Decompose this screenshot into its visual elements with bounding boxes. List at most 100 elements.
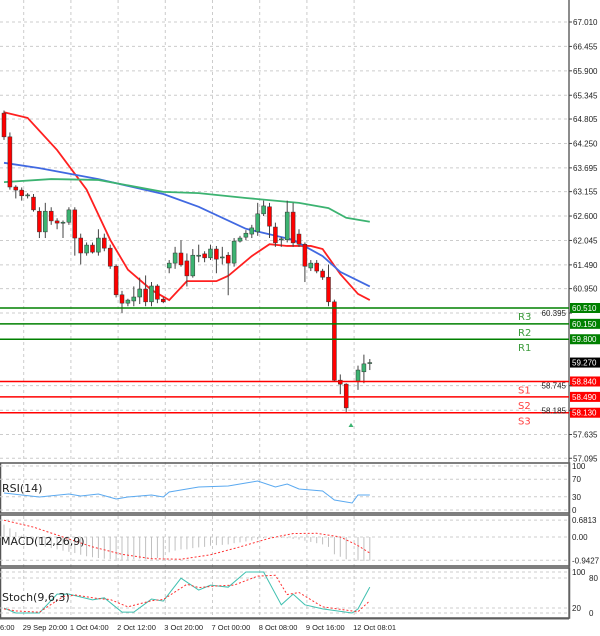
candle-body — [102, 237, 107, 249]
level-name-r2: R2 — [518, 328, 531, 339]
candle-body — [208, 248, 213, 259]
candle-body — [279, 238, 284, 241]
moving-average-line — [3, 161, 371, 288]
candle-body — [166, 262, 172, 269]
indicator-tick-label: 0.00 — [572, 533, 588, 542]
candle-body — [314, 262, 319, 272]
candle-body — [214, 248, 219, 260]
candle-body — [143, 288, 148, 303]
price-tick-label: 66.455 — [573, 42, 598, 51]
time-label: 6:00 — [0, 623, 15, 632]
candle-body — [202, 253, 207, 259]
candle-body — [161, 298, 166, 303]
level-name-r3: R3 — [518, 312, 531, 323]
pivot-levels: R3 60.510 R2 60.150 R1 59.800 S1 58.840 S2 58.490… — [0, 303, 600, 428]
candle-body — [43, 210, 48, 233]
moving-average-line — [3, 178, 370, 223]
candle-body — [237, 237, 243, 242]
indicator-tick-label: 0 — [572, 506, 577, 515]
level-price-label: 58.840 — [572, 377, 597, 386]
price-tick-label: 61.490 — [573, 261, 598, 270]
price-tick-label: 60.395 — [542, 309, 567, 318]
price-tick-label: 62.045 — [573, 236, 598, 245]
current-price-label: 59.270 — [572, 359, 597, 368]
candle-body — [184, 260, 190, 277]
candle-body — [267, 206, 272, 227]
indicator-tick-label: 80 — [589, 574, 598, 583]
candle-body — [243, 232, 249, 238]
stoch-title: Stoch(9,6,3) — [2, 591, 70, 604]
price-tick-label: 57.635 — [573, 431, 598, 440]
candle-body — [48, 210, 54, 222]
panel-frames — [0, 0, 571, 620]
candle-body — [284, 211, 290, 241]
candle-body — [178, 252, 184, 266]
candle-body — [296, 233, 302, 245]
candle-body — [13, 186, 19, 191]
candle-body — [361, 363, 367, 373]
candle-body — [320, 270, 325, 278]
indicator-tick-label: 0.6813 — [572, 516, 597, 525]
candle-body — [367, 362, 373, 364]
candle-body — [113, 265, 119, 296]
price-tick-label: 57.095 — [573, 454, 598, 463]
moving-average-line — [3, 111, 371, 302]
candle-body — [231, 240, 237, 264]
candle-body — [326, 276, 331, 303]
level-name-s2: S2 — [518, 401, 531, 412]
candle-body — [302, 243, 308, 267]
level-price-label: 58.130 — [572, 409, 597, 418]
candle-body — [308, 262, 314, 269]
candle-body — [149, 285, 154, 303]
candle-body — [19, 189, 24, 197]
candle-body — [37, 210, 42, 233]
candle-body — [125, 299, 131, 304]
level-price-label: 60.510 — [572, 304, 597, 313]
candle-body — [131, 296, 137, 302]
candle-body — [273, 226, 278, 244]
indicator-panel-frame — [0, 567, 571, 619]
rsi-line — [3, 480, 370, 504]
price-tick-label: 63.155 — [573, 188, 598, 197]
level-price-tag — [570, 376, 600, 387]
candle-body — [90, 244, 95, 253]
price-tick-label: 64.250 — [573, 139, 598, 148]
time-label: 9 Oct 16:00 — [306, 623, 345, 632]
price-tick-label: 64.805 — [573, 115, 598, 124]
price-tick-label: 62.600 — [573, 212, 598, 221]
candle-body — [137, 288, 142, 298]
candle-body — [25, 194, 30, 197]
level-price-label: 59.800 — [572, 335, 597, 344]
level-name-r1: R1 — [518, 343, 531, 354]
price-tick-label: 60.950 — [573, 285, 598, 294]
time-label: 8 Oct 08:00 — [259, 623, 298, 632]
time-label: 29 Sep 20:00 — [23, 623, 68, 632]
time-axis: 6:00 29 Sep 20:00 1 Oct 04:00 2 Oct 12:00 3 … — [0, 623, 396, 632]
price-tick-label: 65.345 — [573, 91, 598, 100]
candle-body — [190, 254, 196, 277]
time-label: 1 Oct 04:00 — [70, 623, 109, 632]
candle-body — [84, 244, 89, 254]
macd-title: MACD(12,26,9) — [1, 535, 85, 548]
candle-body — [355, 369, 361, 382]
price-tick-label: 58.745 — [542, 382, 567, 391]
indicator-tick-label: 100 — [572, 568, 586, 577]
candle-body — [54, 220, 60, 224]
candle-body — [332, 301, 337, 381]
indicator-tick-label: 20 — [572, 604, 581, 613]
candle-body — [155, 285, 160, 300]
candle-body — [255, 213, 260, 233]
level-price-tag — [570, 318, 600, 329]
candle-body — [225, 254, 231, 264]
candles — [1, 110, 373, 427]
grid — [0, 0, 569, 618]
candle-body — [31, 196, 36, 211]
candle-body — [343, 383, 349, 409]
level-price-label: 58.490 — [572, 393, 597, 402]
candle-body — [60, 221, 66, 224]
candle-body — [66, 209, 72, 223]
time-label: 2 Oct 12:00 — [117, 623, 156, 632]
moving-averages — [3, 111, 371, 302]
